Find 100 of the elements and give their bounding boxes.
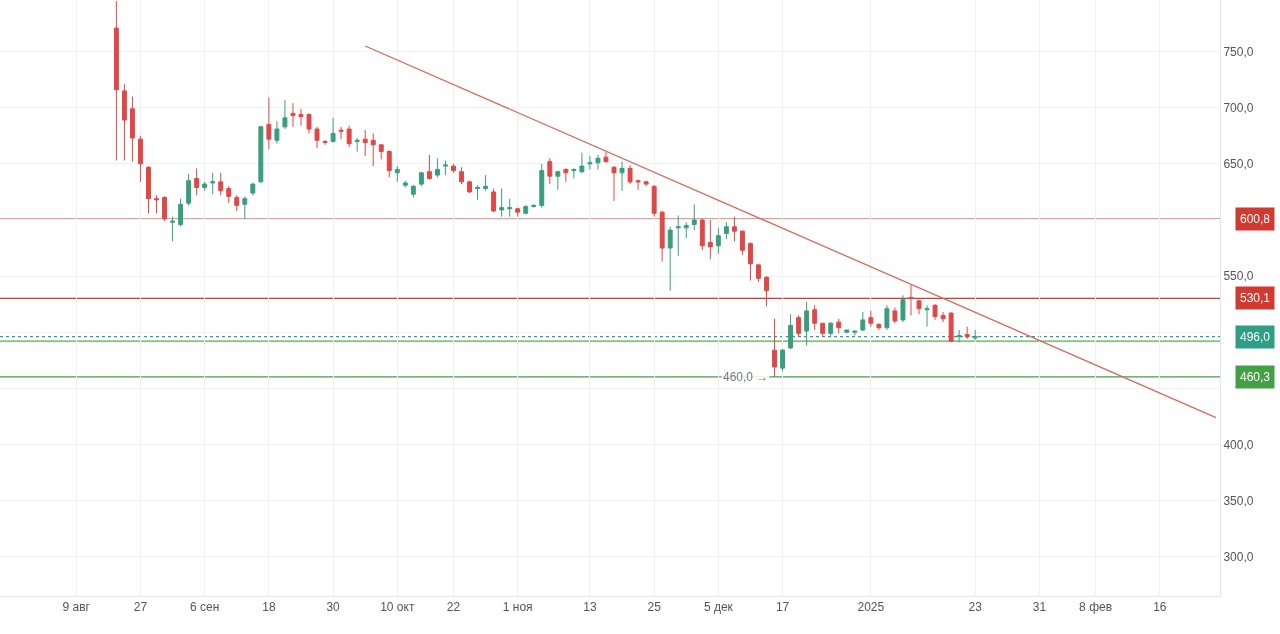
candlestick xyxy=(499,188,505,218)
candlestick xyxy=(611,165,617,202)
candlestick xyxy=(780,348,786,373)
x-tick-label: 17 xyxy=(775,600,790,615)
candlestick xyxy=(178,198,184,228)
y-tick-label: 350,0 xyxy=(1223,493,1254,508)
candlestick xyxy=(210,172,216,195)
candlestick xyxy=(434,157,440,178)
candlestick xyxy=(475,184,481,201)
candlestick xyxy=(908,284,914,316)
candlestick xyxy=(603,151,609,164)
x-tick-label: 9 авг xyxy=(62,600,91,615)
candlestick xyxy=(924,304,930,328)
y-tick-label: 300,0 xyxy=(1223,549,1254,564)
candlestick xyxy=(916,299,922,315)
x-tick-label: 2025 xyxy=(857,600,885,615)
candlestick xyxy=(306,112,312,135)
candlestick xyxy=(426,154,432,181)
candlestick xyxy=(338,126,344,140)
ref-line-label: 600,8 xyxy=(1240,212,1271,226)
candlestick xyxy=(747,241,753,282)
candlestick xyxy=(932,303,938,321)
candlestick xyxy=(892,307,898,324)
candlestick xyxy=(547,157,553,185)
x-tick-label: 18 xyxy=(262,600,276,615)
candlestick xyxy=(170,216,176,242)
candlestick xyxy=(459,166,464,185)
candlestick xyxy=(137,135,143,183)
ref-line-label: 496,0 xyxy=(1240,330,1271,344)
candlestick xyxy=(162,195,168,222)
candlestick xyxy=(587,155,593,170)
candlestick xyxy=(121,83,127,161)
candlestick xyxy=(410,184,416,199)
candlestick xyxy=(940,311,946,323)
y-tick-label: 550,0 xyxy=(1223,269,1254,284)
candlestick xyxy=(322,139,328,146)
x-tick-label: 6 сен xyxy=(190,600,220,615)
y-tick-label: 750,0 xyxy=(1223,44,1254,59)
x-tick-label: 25 xyxy=(647,600,662,615)
candlestick xyxy=(483,174,489,192)
candlestick xyxy=(370,133,376,167)
candlestick xyxy=(555,170,561,191)
candlestick xyxy=(707,219,713,260)
candlestick xyxy=(739,229,745,256)
candlestick xyxy=(675,215,681,257)
candlestick xyxy=(354,137,360,153)
candlestick xyxy=(491,188,497,213)
x-tick-label: 5 дек xyxy=(703,600,734,615)
candlestick xyxy=(764,275,769,307)
x-tick-label: 30 xyxy=(326,600,341,615)
candlestick xyxy=(844,329,850,334)
x-tick-label: 22 xyxy=(446,600,461,615)
candlestick xyxy=(266,97,272,150)
candlestick xyxy=(772,318,778,378)
x-tick-label: 31 xyxy=(1032,600,1047,615)
ref-line-label: 460,3 xyxy=(1240,370,1271,384)
candlestick xyxy=(563,168,569,183)
candlestick xyxy=(860,311,866,332)
candlestick xyxy=(635,179,641,191)
candlestick xyxy=(796,314,802,338)
y-tick-label: 700,0 xyxy=(1223,100,1254,115)
candlestick xyxy=(699,218,705,251)
candlestick xyxy=(146,165,151,214)
candlestick xyxy=(531,203,537,209)
candlestick xyxy=(812,304,818,331)
candlestick xyxy=(362,129,368,157)
candlestick xyxy=(451,163,456,174)
candlestick xyxy=(523,204,529,215)
candlestick xyxy=(113,0,119,161)
candlestick xyxy=(234,194,240,212)
candlestick xyxy=(226,185,232,204)
candlestick xyxy=(274,120,280,145)
candlestick xyxy=(643,180,649,187)
candlestick xyxy=(442,160,448,176)
candlestick xyxy=(683,221,689,239)
candlestick xyxy=(539,163,545,209)
candlestick xyxy=(290,102,296,128)
candlestick xyxy=(948,311,954,343)
candlestick xyxy=(884,304,890,331)
candlestick xyxy=(194,167,200,196)
x-tick-label: 8 фев xyxy=(1079,600,1113,615)
candlestick xyxy=(964,326,970,340)
candlestick xyxy=(868,310,874,328)
annotation: 460,0 → xyxy=(723,370,769,384)
candlestick xyxy=(836,318,842,334)
candlestick xyxy=(330,117,336,144)
candlestick xyxy=(756,263,761,283)
candlestick xyxy=(579,152,585,174)
candlestick xyxy=(242,195,248,220)
candlestick xyxy=(627,164,633,185)
x-tick-label: 23 xyxy=(968,600,983,615)
x-tick-label: 1 ноя xyxy=(502,600,533,615)
candlestick xyxy=(282,99,288,130)
candlestick xyxy=(820,322,826,338)
candlestick xyxy=(667,226,673,292)
x-tick-label: 13 xyxy=(583,600,597,615)
x-tick-label: 16 xyxy=(1153,600,1167,615)
y-tick-label: 400,0 xyxy=(1223,437,1254,452)
y-tick-label: 650,0 xyxy=(1223,157,1254,172)
candlestick xyxy=(691,203,697,231)
